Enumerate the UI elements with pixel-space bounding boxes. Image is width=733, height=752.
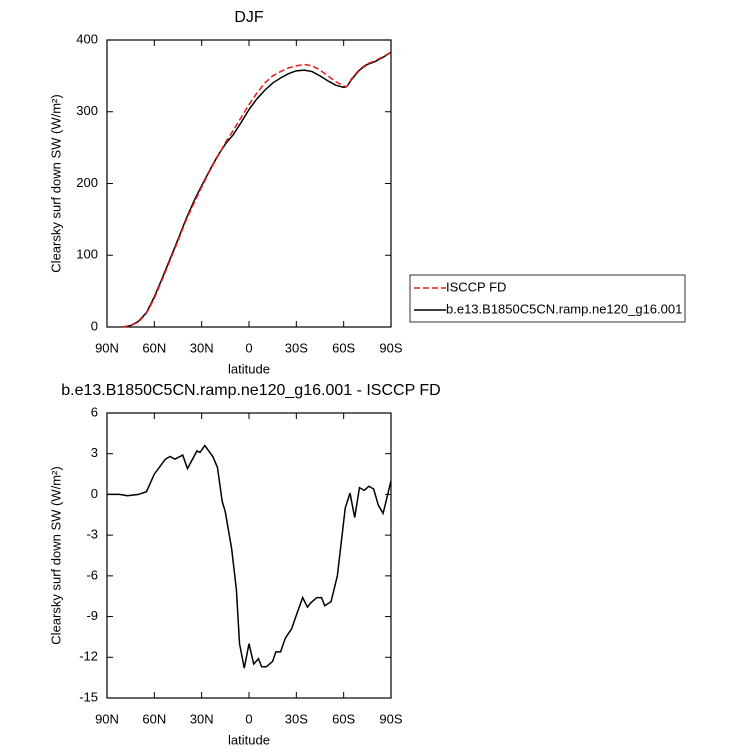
legend-label: ISCCP FD bbox=[446, 279, 506, 294]
y-tick-label: 0 bbox=[91, 318, 98, 333]
legend-box bbox=[409, 274, 686, 323]
y-tick-label: 400 bbox=[76, 31, 98, 46]
x-tick-label: 30N bbox=[190, 340, 214, 355]
x-tick-label: 0 bbox=[245, 340, 252, 355]
y-tick-label: 300 bbox=[76, 103, 98, 118]
plot-frame bbox=[106, 39, 392, 328]
x-tick-label: 30N bbox=[190, 711, 214, 726]
x-tick-label: 60N bbox=[142, 711, 166, 726]
x-tick-label: 90S bbox=[379, 711, 402, 726]
y-tick-label: -12 bbox=[79, 649, 98, 664]
legend-label: b.e13.B1850C5CN.ramp.ne120_g16.001 bbox=[446, 301, 682, 316]
x-tick-label: 60S bbox=[332, 711, 355, 726]
x-axis-label: latitude bbox=[228, 732, 270, 747]
y-axis-label: Clearsky surf down SW (W/m²) bbox=[48, 94, 63, 272]
y-tick-label: -15 bbox=[79, 689, 98, 704]
y-tick-label: 3 bbox=[91, 445, 98, 460]
y-tick-label: -9 bbox=[86, 608, 98, 623]
x-tick-label: 60N bbox=[142, 340, 166, 355]
x-tick-label: 30S bbox=[285, 711, 308, 726]
data-line bbox=[122, 51, 392, 328]
data-line bbox=[107, 444, 392, 669]
x-tick-label: 60S bbox=[332, 340, 355, 355]
y-tick-label: -6 bbox=[86, 567, 98, 582]
x-tick-label: 90S bbox=[379, 340, 402, 355]
x-tick-label: 90N bbox=[95, 340, 119, 355]
y-axis-label: Clearsky surf down SW (W/m²) bbox=[48, 466, 63, 644]
y-tick-label: 0 bbox=[91, 486, 98, 501]
x-tick-label: 0 bbox=[245, 711, 252, 726]
chart-title: b.e13.B1850C5CN.ramp.ne120_g16.001 - ISC… bbox=[61, 382, 440, 399]
x-tick-label: 90N bbox=[95, 711, 119, 726]
y-tick-label: 6 bbox=[91, 404, 98, 419]
plot-frame bbox=[106, 412, 392, 699]
y-tick-label: 200 bbox=[76, 175, 98, 190]
y-tick-label: -3 bbox=[86, 527, 98, 542]
x-axis-label: latitude bbox=[228, 361, 270, 376]
y-tick-label: 100 bbox=[76, 247, 98, 262]
x-tick-label: 30S bbox=[285, 340, 308, 355]
chart-title: DJF bbox=[234, 9, 264, 26]
